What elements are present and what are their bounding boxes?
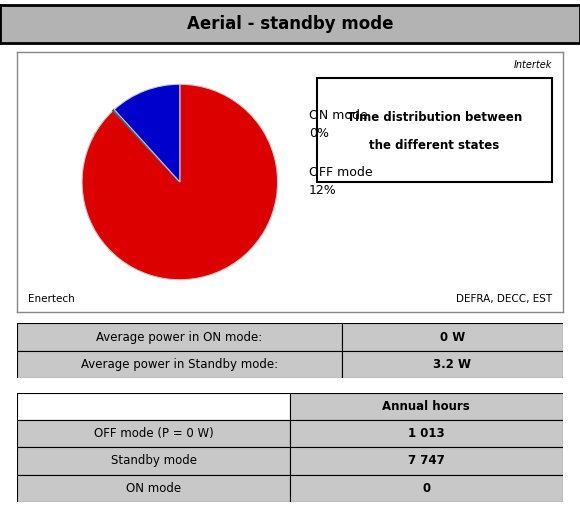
Bar [290, 474, 563, 502]
Text: ON mode: ON mode [126, 482, 182, 495]
Bar [342, 323, 563, 350]
Text: OFF mode
12%: OFF mode 12% [309, 166, 373, 198]
Bar [290, 447, 563, 474]
Text: Time distribution between: Time distribution between [347, 111, 522, 124]
Text: 3.2 W: 3.2 W [433, 358, 471, 371]
Text: 7 747: 7 747 [408, 454, 445, 467]
Bar [17, 393, 290, 420]
Text: Standby mode: Standby mode [111, 454, 197, 467]
Text: OFF mode (P = 0 W): OFF mode (P = 0 W) [94, 427, 213, 440]
Bar [290, 393, 563, 420]
Text: Intertek: Intertek [513, 60, 552, 70]
Text: Enertech: Enertech [28, 294, 75, 304]
Text: Average power in ON mode:: Average power in ON mode: [96, 331, 263, 344]
Text: Annual hours: Annual hours [382, 400, 470, 413]
Bar [290, 420, 563, 447]
Bar [342, 350, 563, 378]
Text: Average power in Standby mode:: Average power in Standby mode: [81, 358, 278, 371]
Text: the different states: the different states [369, 139, 499, 152]
Bar [17, 323, 342, 350]
Text: 0: 0 [422, 482, 430, 495]
Bar [317, 78, 552, 182]
Text: ON mode
0%: ON mode 0% [309, 109, 368, 140]
Wedge shape [82, 84, 278, 280]
Wedge shape [113, 110, 180, 182]
Bar [17, 350, 342, 378]
Wedge shape [114, 84, 180, 182]
Text: Standby
mode
88%: Standby mode 88% [92, 132, 144, 180]
Text: 0 W: 0 W [440, 331, 465, 344]
Bar [17, 474, 290, 502]
Bar [17, 420, 290, 447]
Text: 1 013: 1 013 [408, 427, 445, 440]
Text: Aerial - standby mode: Aerial - standby mode [187, 15, 393, 33]
Text: DEFRA, DECC, EST: DEFRA, DECC, EST [455, 294, 552, 304]
Bar [17, 447, 290, 474]
